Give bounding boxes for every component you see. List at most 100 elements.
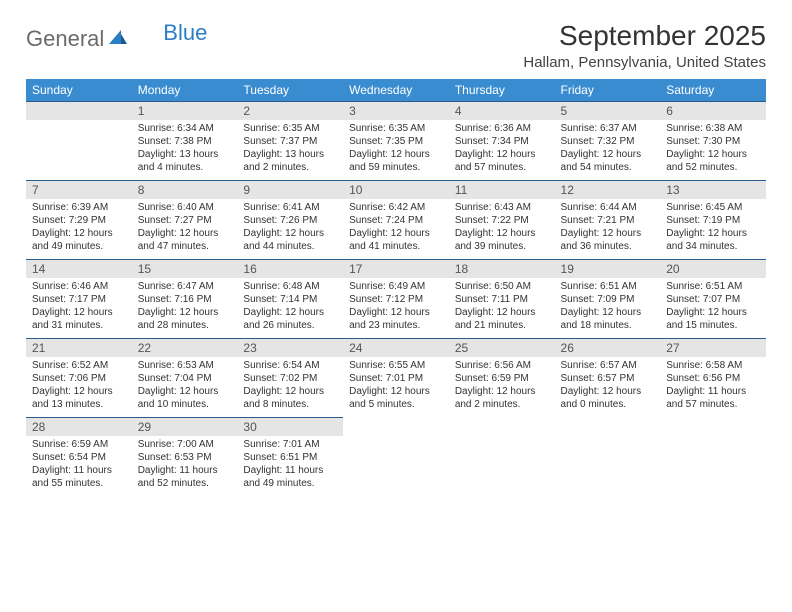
sunset-text: Sunset: 7:19 PM <box>666 214 760 227</box>
day-number: 26 <box>555 338 661 357</box>
daylight1-text: Daylight: 12 hours <box>666 306 760 319</box>
calendar-page: GeneralBlue September 2025 Hallam, Penns… <box>0 0 792 516</box>
day-body: Sunrise: 6:48 AMSunset: 7:14 PMDaylight:… <box>237 278 343 338</box>
daylight2-text: and 44 minutes. <box>243 240 337 253</box>
sunrise-text: Sunrise: 6:50 AM <box>455 280 549 293</box>
calendar-day-cell: 26Sunrise: 6:57 AMSunset: 6:57 PMDayligh… <box>555 338 661 417</box>
day-body: Sunrise: 6:53 AMSunset: 7:04 PMDaylight:… <box>132 357 238 417</box>
day-body: Sunrise: 6:43 AMSunset: 7:22 PMDaylight:… <box>449 199 555 259</box>
sunrise-text: Sunrise: 6:49 AM <box>349 280 443 293</box>
daylight1-text: Daylight: 12 hours <box>349 385 443 398</box>
daylight1-text: Daylight: 12 hours <box>32 227 126 240</box>
daylight1-text: Daylight: 12 hours <box>561 148 655 161</box>
calendar-day-cell: 20Sunrise: 6:51 AMSunset: 7:07 PMDayligh… <box>660 259 766 338</box>
sunrise-text: Sunrise: 6:47 AM <box>138 280 232 293</box>
daylight2-text: and 4 minutes. <box>138 161 232 174</box>
day-body: Sunrise: 6:39 AMSunset: 7:29 PMDaylight:… <box>26 199 132 259</box>
day-number: 25 <box>449 338 555 357</box>
day-number: 13 <box>660 180 766 199</box>
daylight2-text: and 21 minutes. <box>455 319 549 332</box>
day-number: 23 <box>237 338 343 357</box>
calendar-day-cell: 14Sunrise: 6:46 AMSunset: 7:17 PMDayligh… <box>26 259 132 338</box>
daylight2-text: and 47 minutes. <box>138 240 232 253</box>
day-body: Sunrise: 6:34 AMSunset: 7:38 PMDaylight:… <box>132 120 238 180</box>
calendar-day-cell <box>449 417 555 496</box>
sunset-text: Sunset: 7:37 PM <box>243 135 337 148</box>
calendar-day-cell: 4Sunrise: 6:36 AMSunset: 7:34 PMDaylight… <box>449 101 555 180</box>
calendar-day-cell: 1Sunrise: 6:34 AMSunset: 7:38 PMDaylight… <box>132 101 238 180</box>
sunset-text: Sunset: 7:29 PM <box>32 214 126 227</box>
day-number: 14 <box>26 259 132 278</box>
sunset-text: Sunset: 7:14 PM <box>243 293 337 306</box>
sunset-text: Sunset: 7:04 PM <box>138 372 232 385</box>
sunrise-text: Sunrise: 6:59 AM <box>32 438 126 451</box>
sunset-text: Sunset: 6:51 PM <box>243 451 337 464</box>
sunset-text: Sunset: 6:54 PM <box>32 451 126 464</box>
sunset-text: Sunset: 7:32 PM <box>561 135 655 148</box>
calendar-day-cell <box>555 417 661 496</box>
month-title: September 2025 <box>523 20 766 52</box>
daylight2-text: and 23 minutes. <box>349 319 443 332</box>
calendar-day-cell: 8Sunrise: 6:40 AMSunset: 7:27 PMDaylight… <box>132 180 238 259</box>
sunset-text: Sunset: 7:38 PM <box>138 135 232 148</box>
daylight2-text: and 26 minutes. <box>243 319 337 332</box>
day-body: Sunrise: 6:44 AMSunset: 7:21 PMDaylight:… <box>555 199 661 259</box>
calendar-body: 1Sunrise: 6:34 AMSunset: 7:38 PMDaylight… <box>26 101 766 496</box>
day-number: 8 <box>132 180 238 199</box>
daylight1-text: Daylight: 12 hours <box>243 306 337 319</box>
logo-text-general: General <box>26 26 104 52</box>
day-header: Tuesday <box>237 79 343 101</box>
sunset-text: Sunset: 7:24 PM <box>349 214 443 227</box>
day-body: Sunrise: 6:51 AMSunset: 7:07 PMDaylight:… <box>660 278 766 338</box>
daylight2-text: and 5 minutes. <box>349 398 443 411</box>
day-number: 19 <box>555 259 661 278</box>
daylight1-text: Daylight: 12 hours <box>138 306 232 319</box>
sunrise-text: Sunrise: 6:51 AM <box>561 280 655 293</box>
calendar-header-row: Sunday Monday Tuesday Wednesday Thursday… <box>26 79 766 101</box>
sunrise-text: Sunrise: 6:46 AM <box>32 280 126 293</box>
daylight2-text: and 36 minutes. <box>561 240 655 253</box>
sunrise-text: Sunrise: 6:56 AM <box>455 359 549 372</box>
sunset-text: Sunset: 6:59 PM <box>455 372 549 385</box>
daylight2-text: and 2 minutes. <box>243 161 337 174</box>
day-body: Sunrise: 6:38 AMSunset: 7:30 PMDaylight:… <box>660 120 766 180</box>
day-body: Sunrise: 6:36 AMSunset: 7:34 PMDaylight:… <box>449 120 555 180</box>
daylight2-text: and 2 minutes. <box>455 398 549 411</box>
day-body: Sunrise: 6:52 AMSunset: 7:06 PMDaylight:… <box>26 357 132 417</box>
day-number: 11 <box>449 180 555 199</box>
day-header: Wednesday <box>343 79 449 101</box>
calendar-day-cell <box>343 417 449 496</box>
daylight1-text: Daylight: 12 hours <box>349 148 443 161</box>
sunrise-text: Sunrise: 6:34 AM <box>138 122 232 135</box>
calendar-day-cell <box>26 101 132 180</box>
day-body: Sunrise: 6:50 AMSunset: 7:11 PMDaylight:… <box>449 278 555 338</box>
daylight2-text: and 10 minutes. <box>138 398 232 411</box>
daylight1-text: Daylight: 13 hours <box>138 148 232 161</box>
calendar-day-cell: 7Sunrise: 6:39 AMSunset: 7:29 PMDaylight… <box>26 180 132 259</box>
calendar-table: Sunday Monday Tuesday Wednesday Thursday… <box>26 79 766 496</box>
daylight1-text: Daylight: 12 hours <box>666 148 760 161</box>
daylight2-text: and 31 minutes. <box>32 319 126 332</box>
daylight2-text: and 59 minutes. <box>349 161 443 174</box>
day-number: 20 <box>660 259 766 278</box>
calendar-day-cell: 13Sunrise: 6:45 AMSunset: 7:19 PMDayligh… <box>660 180 766 259</box>
calendar-day-cell: 11Sunrise: 6:43 AMSunset: 7:22 PMDayligh… <box>449 180 555 259</box>
sunset-text: Sunset: 7:26 PM <box>243 214 337 227</box>
sunrise-text: Sunrise: 6:41 AM <box>243 201 337 214</box>
logo: GeneralBlue <box>26 26 207 52</box>
daylight2-text: and 55 minutes. <box>32 477 126 490</box>
day-body: Sunrise: 6:47 AMSunset: 7:16 PMDaylight:… <box>132 278 238 338</box>
day-number: 2 <box>237 101 343 120</box>
day-body: Sunrise: 6:57 AMSunset: 6:57 PMDaylight:… <box>555 357 661 417</box>
daylight2-text: and 57 minutes. <box>666 398 760 411</box>
calendar-day-cell: 10Sunrise: 6:42 AMSunset: 7:24 PMDayligh… <box>343 180 449 259</box>
calendar-week-row: 14Sunrise: 6:46 AMSunset: 7:17 PMDayligh… <box>26 259 766 338</box>
sunrise-text: Sunrise: 6:48 AM <box>243 280 337 293</box>
calendar-day-cell <box>660 417 766 496</box>
day-header: Thursday <box>449 79 555 101</box>
daylight2-text: and 18 minutes. <box>561 319 655 332</box>
day-number: 3 <box>343 101 449 120</box>
sunrise-text: Sunrise: 6:38 AM <box>666 122 760 135</box>
daylight1-text: Daylight: 12 hours <box>561 227 655 240</box>
daylight1-text: Daylight: 12 hours <box>349 227 443 240</box>
